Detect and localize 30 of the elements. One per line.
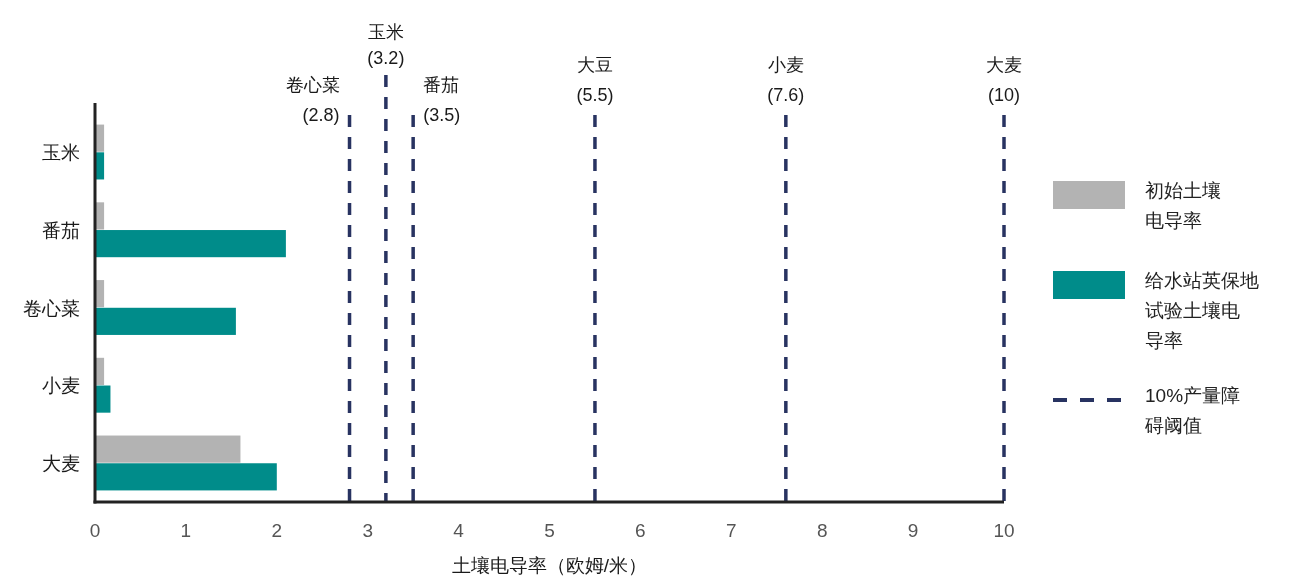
x-axis-title: 土壤电导率（欧姆/米）: [451, 555, 648, 576]
x-tick-label: 0: [89, 520, 101, 541]
bar: [95, 230, 286, 258]
legend-label: 初始土壤电导率: [1145, 180, 1221, 231]
x-tick-label: 3: [362, 520, 373, 541]
legend-label: 给水站英保地试验土壤电导率: [1145, 270, 1259, 351]
y-tick-label: 卷心菜: [23, 297, 80, 319]
ref-line-label: 大豆 (5.5): [576, 55, 614, 105]
ref-line-label: 番茄 (3.5): [423, 75, 461, 125]
bar: [95, 307, 236, 335]
x-tick-label: 5: [544, 520, 555, 541]
ref-line-label: 小麦 (7.6): [767, 55, 805, 105]
ref-line-label: 玉米 (3.2): [367, 22, 405, 68]
x-tick-label: 8: [816, 520, 828, 541]
x-tick-label: 9: [907, 520, 919, 541]
x-tick-label: 6: [635, 520, 646, 541]
ref-line-label: 大麦 (10): [986, 55, 1022, 105]
x-tick-label: 10: [993, 520, 1015, 541]
x-tick-label: 4: [453, 520, 465, 541]
y-tick-label: 大麦: [42, 452, 80, 474]
ref-line-label: 卷心菜 (2.8): [285, 75, 340, 125]
x-tick-label: 7: [726, 520, 737, 541]
text: 10%产量障碍阈值: [1144, 385, 1241, 436]
x-tick-label: 2: [271, 520, 283, 541]
bar: [95, 463, 277, 491]
y-tick-label: 番茄: [42, 219, 80, 241]
y-tick-label: 玉米: [42, 142, 80, 164]
x-tick-label: 1: [180, 520, 192, 541]
y-tick-label: 小麦: [42, 375, 80, 397]
bar: [95, 435, 241, 463]
